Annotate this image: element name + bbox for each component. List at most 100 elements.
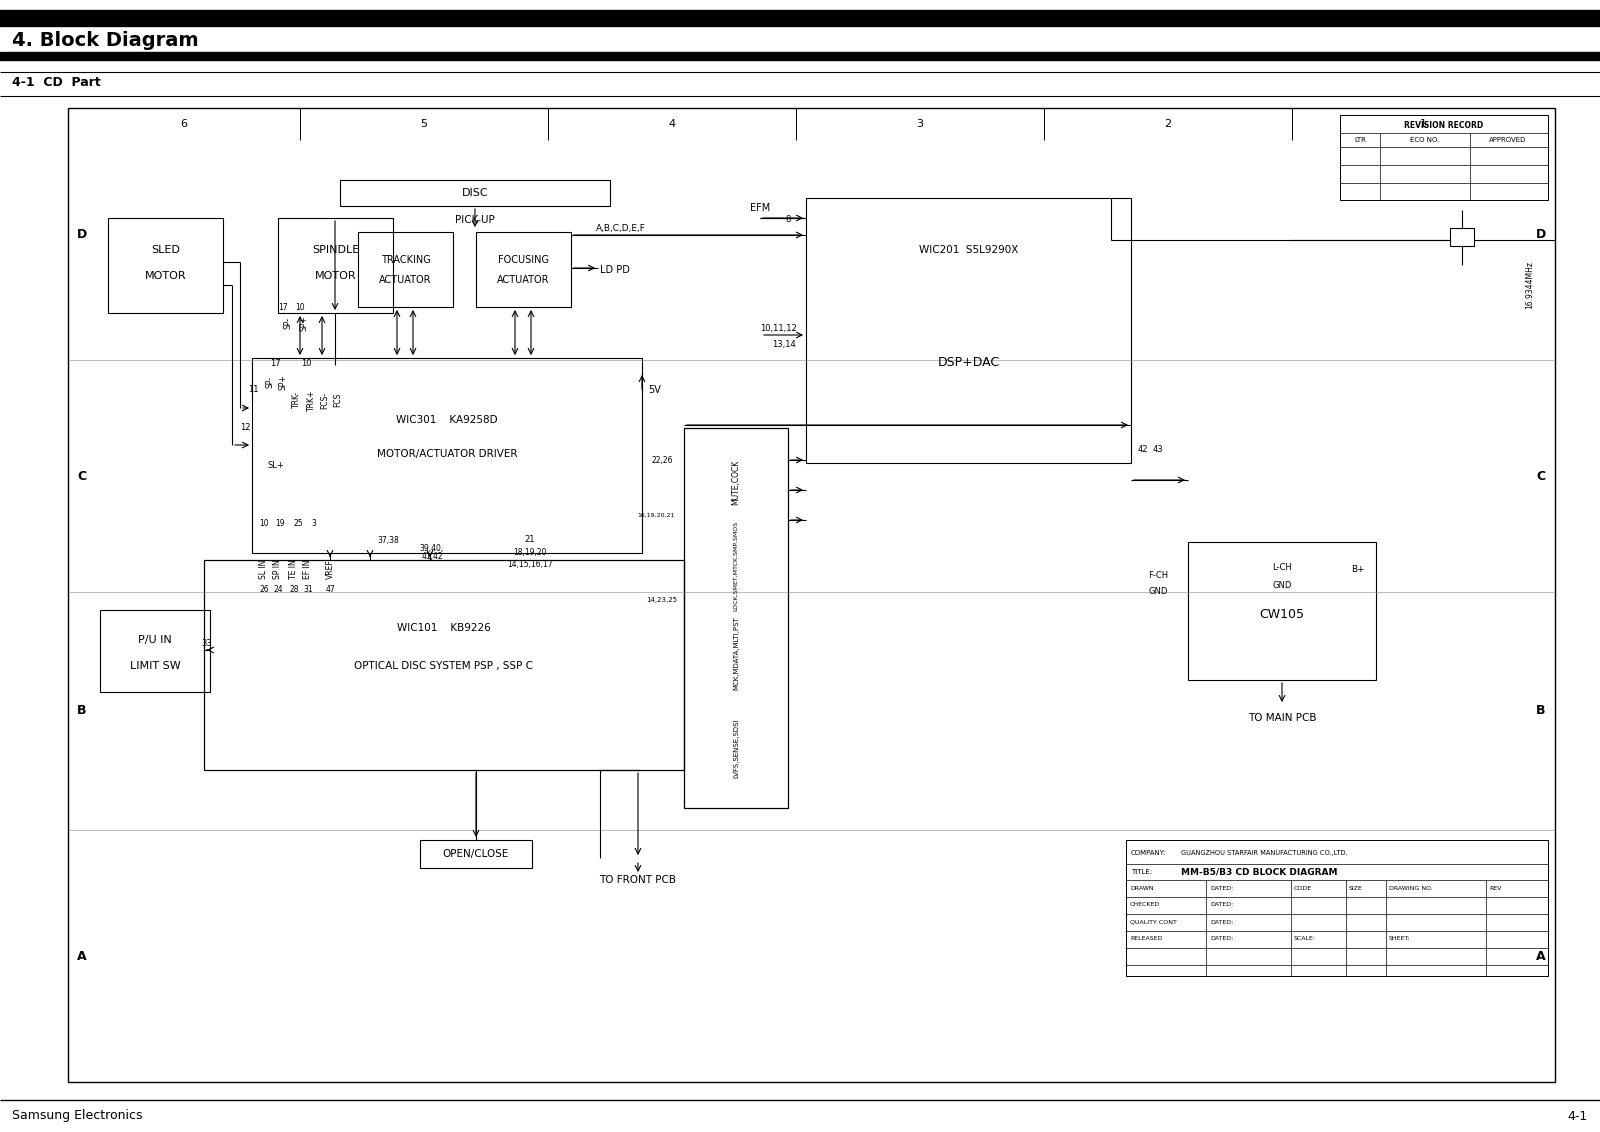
Bar	[205, 560, 685, 770]
Text: 17: 17	[270, 359, 280, 368]
Text: 16,19,20,21: 16,19,20,21	[637, 513, 675, 517]
Bar	[1341, 115, 1549, 200]
Text: 16.9344MHz: 16.9344MHz	[1525, 261, 1534, 309]
Text: 17: 17	[278, 303, 288, 312]
Text: 2: 2	[1165, 119, 1171, 129]
Text: SP-: SP-	[266, 376, 275, 388]
Text: EF IN: EF IN	[304, 559, 312, 578]
Bar	[806, 198, 1131, 463]
Bar	[685, 428, 787, 808]
Bar	[99, 610, 210, 692]
Text: OPTICAL DISC SYSTEM PSP , SSP C: OPTICAL DISC SYSTEM PSP , SSP C	[355, 661, 533, 671]
Text: 28: 28	[290, 584, 299, 593]
Text: 4-1: 4-1	[1568, 1109, 1587, 1123]
Text: 13,14: 13,14	[773, 341, 795, 350]
Text: 39,40,: 39,40,	[419, 543, 445, 552]
Text: TITLE:: TITLE:	[1131, 869, 1152, 875]
Text: VREF: VREF	[325, 559, 334, 578]
Text: FOCUSING: FOCUSING	[498, 255, 549, 265]
Bar	[109, 218, 222, 314]
Text: SP+: SP+	[278, 374, 288, 389]
Text: TRACKING: TRACKING	[381, 255, 430, 265]
Text: SHEET:: SHEET:	[1389, 936, 1411, 942]
Text: 43: 43	[1152, 446, 1163, 455]
Text: L-CH: L-CH	[1272, 564, 1291, 573]
Text: LOCK,SMET,MTCK,SMP,SMOS: LOCK,SMET,MTCK,SMP,SMOS	[733, 521, 739, 611]
Text: 18,19,20: 18,19,20	[514, 548, 547, 557]
Text: MCK,MDATA,MLTI,PST: MCK,MDATA,MLTI,PST	[733, 616, 739, 689]
Text: A,B,C,D,E,F: A,B,C,D,E,F	[595, 223, 646, 232]
Text: 1: 1	[1421, 119, 1427, 129]
Text: A: A	[77, 950, 86, 962]
Text: D: D	[1536, 228, 1546, 240]
Text: 26: 26	[259, 584, 269, 593]
Text: SLED: SLED	[150, 245, 179, 255]
Text: MOTOR: MOTOR	[315, 271, 357, 281]
Bar	[1187, 542, 1376, 680]
Text: MUTE,COCK: MUTE,COCK	[731, 460, 741, 505]
Text: 14,23,25: 14,23,25	[646, 597, 677, 603]
Text: QUALITY CONT: QUALITY CONT	[1130, 919, 1178, 925]
Text: 41,42: 41,42	[421, 551, 443, 560]
Text: 19: 19	[275, 518, 285, 528]
Text: EFM: EFM	[750, 203, 770, 213]
Text: B: B	[77, 704, 86, 718]
Text: C: C	[1536, 470, 1546, 482]
Text: ACTUATOR: ACTUATOR	[379, 275, 432, 285]
Bar	[477, 232, 571, 307]
Text: 10: 10	[301, 359, 312, 368]
Text: REVISION RECORD: REVISION RECORD	[1405, 120, 1483, 129]
Bar	[358, 232, 453, 307]
Text: 8: 8	[786, 215, 790, 224]
Text: GND: GND	[1149, 588, 1168, 597]
Text: DRAWING NO.: DRAWING NO.	[1389, 885, 1434, 891]
Text: SL IN: SL IN	[259, 559, 269, 578]
Text: SPINDLE: SPINDLE	[312, 245, 358, 255]
Text: 47: 47	[325, 584, 334, 593]
Text: FCS-: FCS-	[320, 392, 330, 409]
Bar	[0, 10, 1600, 26]
Text: MOTOR: MOTOR	[144, 271, 186, 281]
Text: 10,11,12: 10,11,12	[760, 324, 797, 333]
Text: WIC101    KB9226: WIC101 KB9226	[397, 623, 491, 633]
Text: P/U IN: P/U IN	[138, 635, 171, 645]
Bar	[1450, 228, 1474, 246]
Text: 22,26: 22,26	[651, 455, 672, 464]
Text: TE IN: TE IN	[290, 559, 299, 578]
Text: 11: 11	[248, 386, 259, 394]
Text: SP+: SP+	[299, 315, 309, 331]
Text: 3: 3	[917, 119, 923, 129]
Bar	[253, 358, 642, 554]
Text: 10: 10	[259, 518, 269, 528]
Text: DRAWN: DRAWN	[1130, 885, 1154, 891]
Text: COMPANY:: COMPANY:	[1131, 850, 1166, 856]
Text: TRK+: TRK+	[307, 389, 315, 411]
Text: FCS: FCS	[333, 393, 342, 408]
Text: SP-: SP-	[283, 317, 293, 329]
Text: DISC: DISC	[462, 188, 488, 198]
Text: 4. Block Diagram: 4. Block Diagram	[13, 31, 198, 50]
Text: 42: 42	[1138, 446, 1149, 455]
Text: 10: 10	[294, 303, 306, 312]
Text: LVFS,SENSE,SDSI: LVFS,SENSE,SDSI	[733, 719, 739, 778]
Text: 33: 33	[202, 640, 213, 649]
Text: 5: 5	[421, 119, 427, 129]
Text: 12: 12	[240, 423, 251, 432]
Bar	[339, 180, 610, 206]
Text: LIMIT SW: LIMIT SW	[130, 661, 181, 671]
Text: DSP+DAC: DSP+DAC	[938, 357, 1000, 369]
Text: WIC201  S5L9290X: WIC201 S5L9290X	[918, 245, 1018, 255]
Bar	[419, 840, 531, 868]
Text: LD PD: LD PD	[600, 265, 630, 275]
Text: ECO NO.: ECO NO.	[1410, 137, 1440, 143]
Bar	[0, 52, 1600, 60]
Text: 14,15,16,17: 14,15,16,17	[507, 559, 554, 568]
Text: SCALE:: SCALE:	[1294, 936, 1315, 942]
Text: D: D	[77, 228, 86, 240]
Text: SP IN: SP IN	[274, 559, 283, 578]
Text: REV: REV	[1490, 885, 1501, 891]
Text: 4-1  CD  Part: 4-1 CD Part	[13, 76, 101, 88]
Text: GND: GND	[1272, 581, 1291, 590]
Bar	[1126, 840, 1549, 976]
Text: DATED:: DATED:	[1210, 902, 1234, 908]
